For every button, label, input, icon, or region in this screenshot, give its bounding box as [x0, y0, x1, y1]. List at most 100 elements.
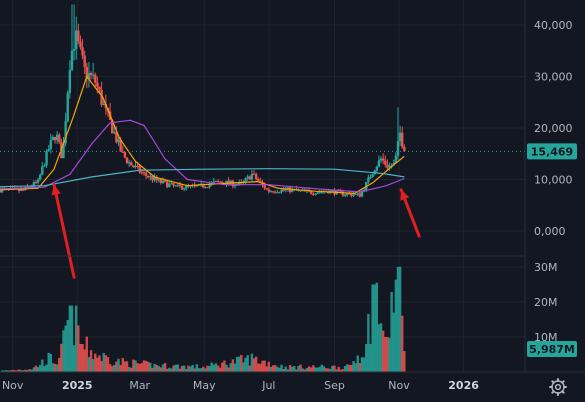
volume-bar-2 [3, 370, 6, 372]
candle-body [161, 180, 165, 184]
volume-bar-163 [343, 366, 347, 372]
volume-bar-39 [81, 344, 84, 372]
volume-bar-189 [398, 266, 402, 372]
candle-75 [157, 178, 160, 183]
volume-bar-68 [142, 360, 146, 372]
candle-body [371, 174, 374, 178]
volume-bar-105 [221, 362, 224, 372]
candle-body [356, 193, 359, 195]
volume-bar-130 [274, 365, 277, 372]
candle-175 [369, 174, 372, 180]
candle-body [348, 193, 351, 195]
volume-bar-85 [178, 368, 182, 372]
candle-body [89, 72, 93, 75]
volume-bar-88 [185, 369, 188, 372]
candle-body [115, 131, 118, 143]
candle-body [49, 140, 53, 150]
candle-69 [144, 170, 148, 179]
gear-icon[interactable] [549, 378, 567, 396]
candle-body [41, 166, 44, 175]
candle-body [144, 172, 148, 176]
candle-37 [77, 23, 80, 45]
volume-bar-118 [248, 365, 251, 372]
arrow-head [51, 184, 61, 196]
candle-body [284, 189, 287, 191]
volume-bar-67 [140, 363, 144, 372]
candle-163 [343, 193, 347, 198]
candle-28 [58, 132, 61, 145]
candle-97 [204, 185, 207, 189]
candle-body [246, 176, 249, 179]
volume-axis[interactable]: 10M 20M 30M [534, 261, 558, 344]
candle-body [286, 187, 290, 190]
volume-bar-148 [312, 365, 315, 372]
candle-body [398, 132, 402, 142]
volume-bar-6 [11, 369, 14, 372]
candle-body [208, 184, 211, 188]
volume-bar-104 [218, 367, 222, 372]
candle-176 [371, 173, 374, 178]
volume-bar-50 [104, 355, 108, 372]
time-tick-label: May [193, 379, 216, 392]
candle-body [352, 194, 355, 196]
candle-body [401, 132, 404, 147]
candle-body [130, 162, 133, 166]
candle-183 [386, 159, 389, 172]
volume-bar-142 [299, 364, 302, 372]
candle-120 [252, 170, 256, 175]
last-volume-label: 5,987M [529, 343, 575, 356]
candle-127 [267, 187, 271, 194]
candle-body [267, 189, 271, 192]
candle-39 [81, 39, 84, 60]
volume-bar-129 [271, 365, 275, 372]
volume-bar-124 [261, 360, 264, 372]
candle-182 [384, 155, 387, 168]
last-price-badge: 15,469 [527, 143, 577, 160]
volume-bar-59 [123, 361, 127, 372]
candle-body [142, 172, 146, 174]
candle-47 [98, 86, 101, 93]
time-axis[interactable]: Nov 2025 Mar May Jul Sep Nov 2026 [2, 379, 479, 392]
price-tick-label: 20,000 [534, 122, 573, 135]
candle-body [396, 141, 400, 156]
candle-189 [398, 125, 402, 147]
candle-body [39, 174, 42, 180]
volume-bar-146 [307, 366, 311, 372]
volume-bar-27 [55, 364, 59, 372]
volume-bar-55 [115, 361, 118, 372]
volume-bar-52 [108, 364, 112, 372]
candle-188 [396, 107, 400, 160]
candle-body [176, 184, 180, 186]
volume-bar-89 [187, 365, 190, 372]
volume-bars [0, 266, 406, 372]
volume-tick-label: 30M [534, 261, 558, 274]
volume-bar-43 [89, 350, 93, 372]
candle-body [386, 164, 389, 168]
candle-body [85, 66, 88, 80]
candle-body [178, 184, 182, 187]
volume-bar-91 [191, 364, 194, 372]
volume-bar-80 [168, 367, 171, 372]
volume-bar-106 [223, 360, 226, 372]
candle-48 [100, 81, 103, 108]
candle-body [388, 165, 391, 168]
volume-bar-162 [341, 369, 345, 372]
price-axis[interactable]: 0,000 10,000 20,000 30,000 40,000 [534, 19, 573, 238]
volume-bar-112 [235, 356, 239, 372]
candle-32 [66, 90, 69, 123]
volume-bar-58 [121, 357, 124, 372]
candle-body [318, 191, 321, 193]
candle-body [248, 176, 251, 180]
candle-body [81, 47, 84, 56]
candle-184 [388, 162, 391, 171]
candle-150 [316, 191, 319, 195]
candle-0 [0, 186, 2, 193]
volume-bar-21 [43, 366, 46, 372]
volume-bar-7 [13, 370, 17, 372]
candle-body [45, 150, 48, 166]
candle-body [58, 134, 61, 143]
price-tick-label: 10,000 [534, 174, 573, 187]
candle-78 [163, 180, 167, 183]
time-tick-label: Sep [324, 379, 345, 392]
